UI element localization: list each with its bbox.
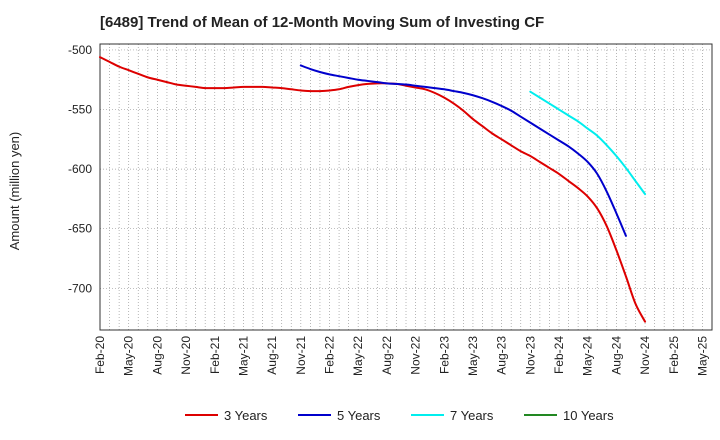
legend-label-3-years: 3 Years — [224, 408, 268, 423]
series-line-5-years — [299, 64, 627, 237]
legend-label-10-years: 10 Years — [563, 408, 614, 423]
gridlines — [100, 44, 712, 330]
legend-label-7-years: 7 Years — [450, 408, 494, 423]
x-tick-label: Feb-23 — [437, 336, 451, 374]
series-lines — [99, 56, 647, 323]
y-axis-label: Amount (million yen) — [7, 132, 22, 251]
legend-label-5-years: 5 Years — [337, 408, 381, 423]
x-tick-label: Nov-23 — [523, 336, 537, 375]
x-tick-label: May-22 — [351, 336, 365, 376]
y-tick-label: -550 — [68, 103, 92, 117]
series-line-7-years — [529, 90, 647, 196]
x-tick-label: May-24 — [581, 336, 595, 376]
x-tick-label: Feb-24 — [552, 336, 566, 374]
x-tick-label: May-25 — [695, 336, 709, 376]
x-tick-label: May-20 — [122, 336, 136, 376]
plot-border — [99, 43, 713, 331]
x-tick-label: Aug-24 — [609, 336, 623, 375]
plot-background — [100, 44, 712, 330]
y-axis-ticks: -500 -550 -600 -650 -700 — [68, 43, 92, 295]
series-line-3-years — [99, 56, 647, 323]
x-tick-label: May-21 — [236, 336, 250, 376]
x-tick-label: Feb-20 — [93, 336, 107, 374]
x-tick-label: Aug-23 — [495, 336, 509, 375]
y-tick-label: -500 — [68, 43, 92, 57]
x-tick-label: Nov-20 — [179, 336, 193, 375]
x-axis-ticks: Feb-20 May-20 Aug-20 Nov-20 Feb-21 May-21 Aug-… — [93, 336, 709, 376]
x-tick-label: Feb-22 — [323, 336, 337, 374]
x-tick-label: Nov-24 — [638, 336, 652, 375]
plot-area — [99, 43, 713, 331]
x-tick-label: Aug-20 — [150, 336, 164, 375]
y-tick-label: -650 — [68, 222, 92, 236]
x-tick-label: May-23 — [466, 336, 480, 376]
x-tick-label: Aug-22 — [380, 336, 394, 375]
x-tick-label: Nov-22 — [409, 336, 423, 375]
legend: 3 Years 5 Years 7 Years 10 Years — [185, 408, 614, 423]
x-tick-label: Nov-21 — [294, 336, 308, 375]
x-tick-label: Feb-25 — [667, 336, 681, 374]
x-tick-label: Feb-21 — [208, 336, 222, 374]
y-tick-label: -600 — [68, 162, 92, 176]
x-tick-label: Aug-21 — [265, 336, 279, 375]
y-tick-label: -700 — [68, 281, 92, 295]
chart-title: [6489] Trend of Mean of 12-Month Moving … — [100, 14, 544, 31]
